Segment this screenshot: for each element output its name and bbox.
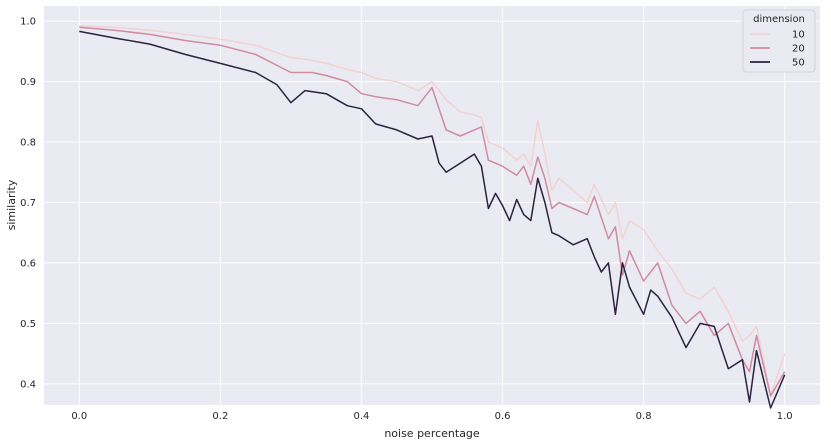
plot-background [44,6,820,405]
y-tick-label: 0.9 [20,77,36,88]
series-line-10 [79,25,786,397]
legend-box [742,9,816,73]
legend-label-20: 20 [792,44,805,55]
grid [44,6,820,405]
y-tick-label: 0.8 [20,138,36,149]
x-tick-label: 1.0 [777,411,793,422]
x-axis-label: noise percentage [384,427,480,440]
x-tick-label: 0.8 [636,411,652,422]
y-tick-label: 0.7 [20,198,36,209]
legend-label-10: 10 [792,30,805,41]
legend-title: dimension [753,14,805,25]
x-tick-labels: 0.0 0.2 0.4 0.6 0.8 1.0 [71,411,792,422]
y-tick-label: 0.4 [20,379,36,390]
x-tick-label: 0.4 [354,411,370,422]
x-tick-label: 0.2 [212,411,228,422]
series-line-20 [79,26,786,397]
y-tick-label: 0.6 [20,258,36,269]
legend-label-50: 50 [792,58,805,69]
y-tick-label: 1.0 [20,17,36,28]
x-tick-label: 0.6 [495,411,511,422]
x-tick-label: 0.0 [71,411,87,422]
series-lines [79,25,786,409]
legend: dimension 10 20 50 [742,9,816,73]
series-line-50 [79,30,786,409]
y-tick-labels: 0.4 0.5 0.6 0.7 0.8 0.9 1.0 [20,17,36,391]
y-tick-label: 0.5 [20,319,36,330]
y-axis-label: similarity [5,179,18,230]
